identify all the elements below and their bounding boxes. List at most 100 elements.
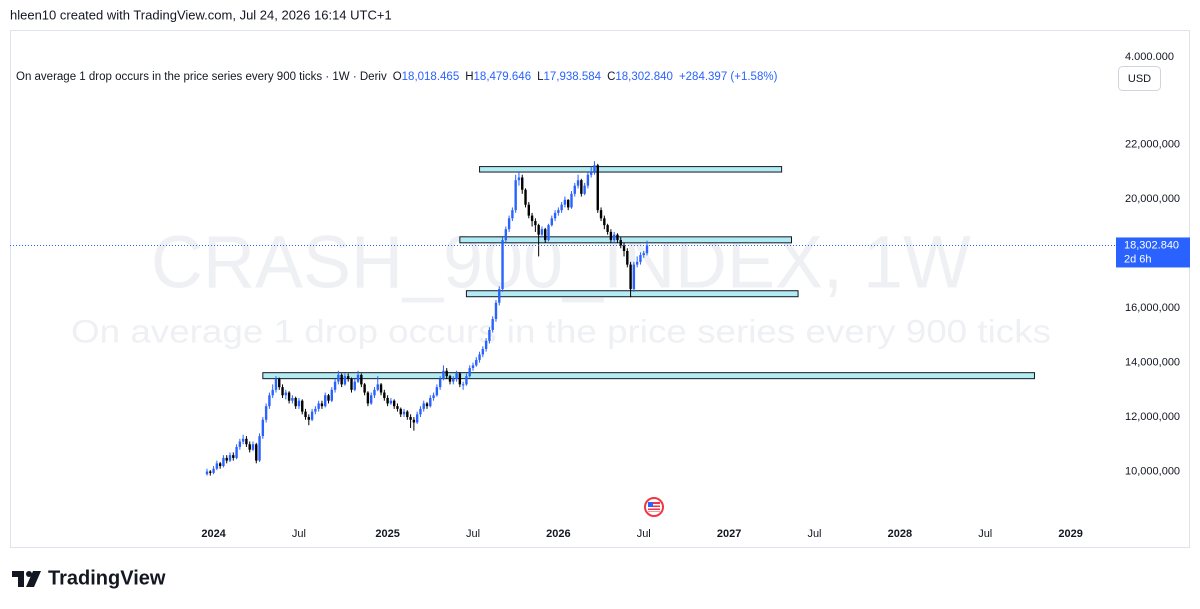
candle-body (435, 387, 439, 396)
candle-body (317, 403, 320, 409)
candle-body (307, 417, 311, 420)
candle-body (271, 389, 274, 396)
candle-body (491, 319, 494, 330)
candle-body (255, 444, 258, 461)
event-flag[interactable] (644, 497, 664, 517)
candle-body (218, 463, 222, 467)
candle-body (573, 185, 576, 194)
candle-body (622, 245, 626, 251)
candle-body (389, 400, 393, 404)
candle-body (553, 212, 557, 219)
candle-body (225, 457, 228, 461)
candle-body (603, 218, 606, 226)
currency-label[interactable]: USD (1128, 73, 1151, 85)
candle-body (238, 441, 242, 447)
footer-brand[interactable]: TradingView (48, 567, 166, 589)
candle-body (501, 240, 504, 290)
legend-change: +284.397 (+1.58%) (679, 71, 778, 83)
candle-body (278, 378, 281, 388)
event-flag-stripe (648, 504, 660, 506)
candle-body (294, 397, 297, 407)
candle-body (452, 378, 455, 382)
event-flag-canton (648, 502, 653, 507)
legend-key: H (465, 71, 473, 83)
candle-body (406, 411, 409, 418)
candle-body (222, 457, 225, 467)
candle-body (557, 210, 560, 213)
x-tick-label: 2024 (201, 528, 226, 540)
candle-body (235, 446, 238, 458)
x-tick-label: Jul (292, 528, 306, 540)
candle-body (498, 289, 501, 303)
candle-body (517, 177, 521, 181)
x-tick-label: Jul (466, 528, 480, 540)
currency-badge[interactable] (1118, 66, 1161, 91)
candle-body (504, 229, 508, 241)
logo-mark (26, 571, 32, 577)
last-price-badge (1116, 237, 1190, 268)
candle-body (251, 444, 255, 450)
candle-body (369, 395, 373, 404)
candle-body (521, 177, 524, 190)
candle-body (599, 210, 603, 219)
candle-body (550, 218, 553, 226)
candle-body (232, 455, 235, 458)
candle-body (442, 370, 445, 379)
candle-body (248, 444, 251, 450)
candle-body (324, 395, 327, 407)
candle-body (284, 392, 288, 396)
watermark-symbol: CRASH_900_INDEX, 1W (151, 221, 971, 304)
candle-body (481, 348, 485, 355)
footer-logo[interactable]: TradingView (12, 567, 166, 589)
event-flag-stripe (648, 510, 660, 512)
y-tick-label: 12,000,000 (1125, 411, 1180, 423)
candle-body (580, 180, 583, 194)
x-tick-label: Jul (637, 528, 651, 540)
candle-body (205, 471, 209, 475)
y-tick-label: 20,000,000 (1125, 193, 1180, 205)
last-price-label: 18,302.840 (1124, 239, 1179, 251)
candle-body (616, 234, 619, 241)
candle-body (402, 411, 406, 415)
candle-body (461, 384, 465, 386)
candle-body (438, 378, 442, 388)
candle-body (274, 378, 278, 390)
candle-body (632, 264, 636, 290)
candle-body (347, 376, 350, 379)
y-tick-label: 16,000,000 (1125, 302, 1180, 314)
candle-body (379, 384, 383, 393)
candle-body (422, 403, 425, 409)
candle-body (432, 395, 435, 398)
candle-body (209, 471, 212, 473)
candle-body (606, 225, 609, 232)
candle-body (576, 180, 580, 186)
candle-body (560, 204, 563, 211)
candle-body (353, 381, 356, 390)
plot-area (10, 161, 1116, 476)
candle-body (478, 354, 481, 360)
candle-body (301, 400, 304, 412)
zone-rectangle (459, 236, 792, 244)
candle-body (635, 261, 639, 265)
candle-body (547, 225, 550, 241)
watermark: CRASH_900_INDEX, 1W On average 1 drop oc… (71, 221, 1051, 350)
zone-rectangle (262, 372, 1035, 380)
candle-body (544, 229, 547, 241)
candle-body (511, 210, 514, 219)
candle-body (455, 373, 458, 379)
y-tick-label: 22,000,000 (1125, 139, 1180, 151)
candle-body (570, 193, 573, 208)
axis-top-label: 4.000.000 (1125, 51, 1174, 63)
candle-body (360, 374, 363, 385)
candle-body (327, 395, 330, 401)
candle-body (583, 185, 586, 194)
candle-body (366, 392, 370, 404)
x-tick-label: 2029 (1058, 528, 1082, 540)
candle-body (350, 378, 353, 390)
candle-body (310, 411, 314, 420)
candle-body (458, 373, 462, 385)
x-tick-label: Jul (807, 528, 821, 540)
candle-body (228, 455, 232, 461)
x-tick-label: Jul (978, 528, 992, 540)
